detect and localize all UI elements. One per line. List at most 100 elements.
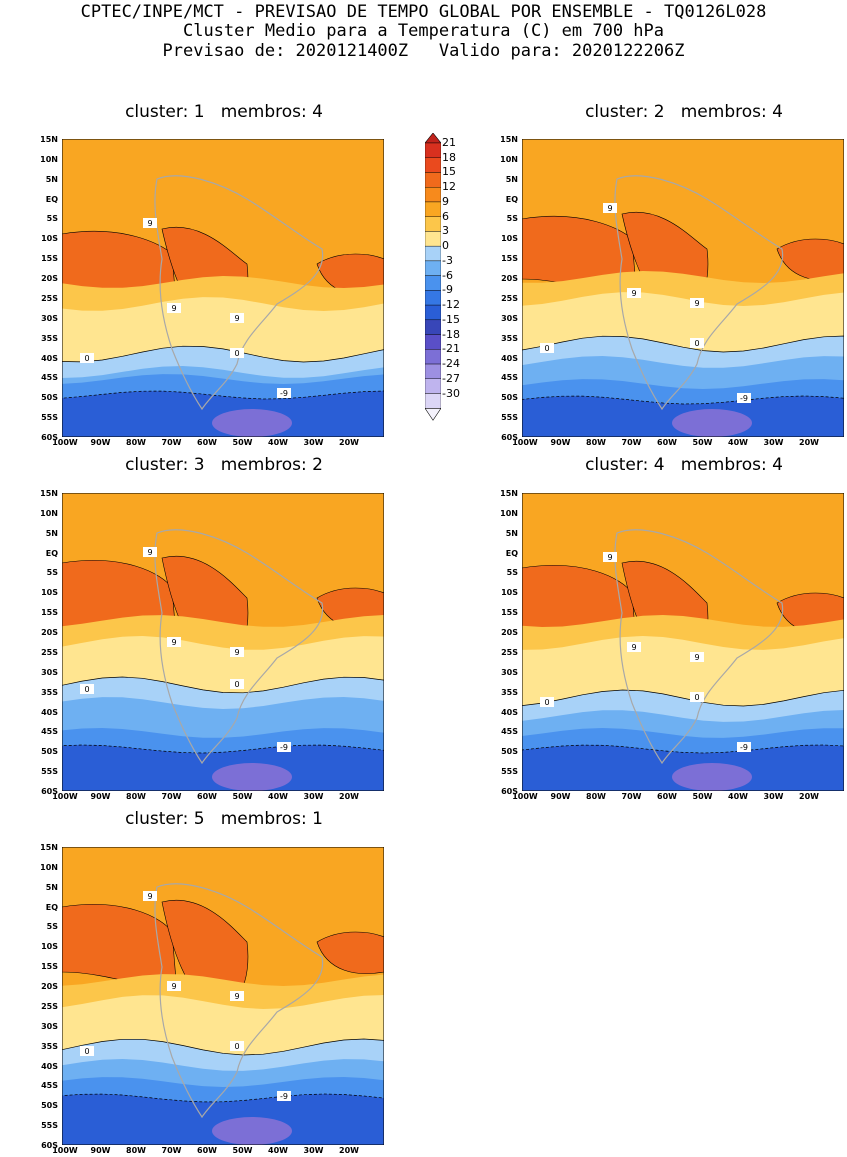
contour-label: -9	[740, 743, 748, 752]
continent-outline	[154, 529, 324, 765]
latitude-label: 55S	[501, 767, 518, 777]
colorbar-swatch	[425, 260, 441, 276]
longitude-label: 70W	[161, 438, 182, 447]
colorbar-swatch	[425, 393, 441, 409]
colorbar-swatch	[425, 157, 441, 173]
figure-title-line1: CPTEC/INPE/MCT - PREVISAO DE TEMPO GLOBA…	[80, 2, 767, 22]
latitude-label: 60S	[41, 433, 58, 442]
contour-label-bg	[230, 647, 244, 657]
longitude-label: 60W	[197, 438, 217, 447]
longitude-label: 100W	[52, 438, 78, 447]
colorbar-swatch	[425, 290, 441, 306]
longitude-label: 70W	[161, 792, 182, 801]
contour-label: 9	[234, 314, 239, 323]
colorbar-swatch	[425, 363, 441, 379]
longitude-label: 30W	[763, 438, 784, 447]
contour-label: 9	[631, 643, 636, 652]
latitude-label: EQ	[505, 548, 518, 558]
longitude-label: 50W	[232, 438, 253, 447]
latitude-label: 55S	[41, 1121, 58, 1131]
latitude-label: 10S	[501, 588, 518, 598]
contour-label-bg	[690, 298, 704, 308]
panel-title: cluster: 2 membros: 4	[585, 102, 783, 122]
temperature-map: 9 9 9 0 0 -9	[522, 493, 844, 791]
colorbar-label: 9	[442, 194, 449, 208]
colorbar-swatch	[425, 187, 441, 203]
latitude-label: 55S	[41, 413, 58, 423]
contour-label-bg	[690, 652, 704, 662]
contour-label-bg	[143, 891, 157, 901]
longitude-label: 20W	[799, 438, 819, 447]
colorbar-label: -15	[442, 312, 460, 326]
continent-outline	[154, 175, 324, 411]
longitude-label: 30W	[303, 438, 324, 447]
colorbar-label: -27	[442, 371, 460, 385]
latitude-label: 15N	[500, 489, 518, 498]
latitude-label: 15S	[41, 962, 58, 972]
longitude-label: 30W	[303, 792, 324, 801]
contour-label: 0	[84, 354, 89, 363]
temperature-map: 9 9 9 0 0 -9	[62, 493, 384, 791]
longitude-label: 40W	[728, 438, 748, 447]
contour-label: -9	[280, 743, 288, 752]
contour-label-bg	[230, 991, 244, 1001]
contour-label: 0	[234, 1042, 239, 1051]
latitude-label: 15N	[40, 843, 58, 852]
colorbar-label: 15	[442, 165, 456, 179]
latitude-label: 5N	[45, 174, 58, 184]
longitude-label: 80W	[126, 792, 146, 801]
contour-label-bg	[230, 1041, 244, 1051]
contour-label-bg	[167, 303, 181, 313]
panel-title: cluster: 3 membros: 2	[125, 455, 323, 475]
latitude-label: 10S	[501, 234, 518, 244]
figure-title-line2: Cluster Medio para a Temperatura (C) em …	[182, 21, 665, 41]
latitude-label: 35S	[41, 1041, 58, 1051]
latitude-label: 30S	[501, 667, 518, 677]
continent-outline	[614, 529, 784, 765]
latitude-label: 40S	[41, 353, 58, 363]
colorbar-label: -9	[442, 283, 453, 297]
latitude-label: 55S	[501, 413, 518, 423]
colorbar-label: 6	[442, 209, 449, 223]
contour-label: 0	[84, 685, 89, 694]
colorbar-label: -3	[442, 253, 453, 267]
contour-label: 0	[694, 693, 699, 702]
colorbar-label: 0	[442, 239, 449, 253]
colorbar-bottom-arrow	[425, 407, 441, 421]
contour-label-bg	[230, 348, 244, 358]
colorbar-swatch	[425, 216, 441, 232]
latitude-label: 5N	[45, 528, 58, 538]
latitude-label: 35S	[41, 687, 58, 697]
panel-title: cluster: 4 membros: 4	[585, 455, 783, 475]
latitude-label: 50S	[41, 1101, 58, 1111]
colorbar-label: -21	[442, 342, 460, 356]
colorbar-swatch	[425, 172, 441, 188]
longitude-label: 70W	[161, 1146, 182, 1155]
contour-label: 0	[544, 344, 549, 353]
latitude-label: 15N	[40, 489, 58, 498]
colorbar-swatch	[425, 349, 441, 365]
longitude-label: 80W	[586, 438, 606, 447]
contour-label: 9	[694, 653, 699, 662]
longitude-label: 30W	[303, 1146, 324, 1155]
colorbar-swatch	[425, 304, 441, 321]
longitude-label: 40W	[268, 792, 288, 801]
latitude-label: EQ	[505, 194, 518, 204]
continent-outline	[614, 175, 784, 411]
contour-label-bg	[167, 981, 181, 991]
contour-label-bg	[540, 697, 554, 707]
latitude-label: 20S	[41, 274, 58, 284]
longitude-label: 40W	[268, 438, 288, 447]
latitude-label: 45S	[41, 373, 58, 383]
longitude-label: 70W	[621, 792, 642, 801]
contour-label: 9	[171, 982, 176, 991]
latitude-label: 40S	[501, 707, 518, 717]
contour-label-bg	[167, 637, 181, 647]
band-neg9-neg12	[62, 1094, 384, 1145]
longitude-label: 100W	[512, 792, 538, 801]
latitude-label: 50S	[501, 747, 518, 757]
contour-label-bg	[80, 684, 94, 694]
contour-label-bg	[143, 218, 157, 228]
panel-title: cluster: 5 membros: 1	[125, 809, 323, 829]
longitude-label: 70W	[621, 438, 642, 447]
